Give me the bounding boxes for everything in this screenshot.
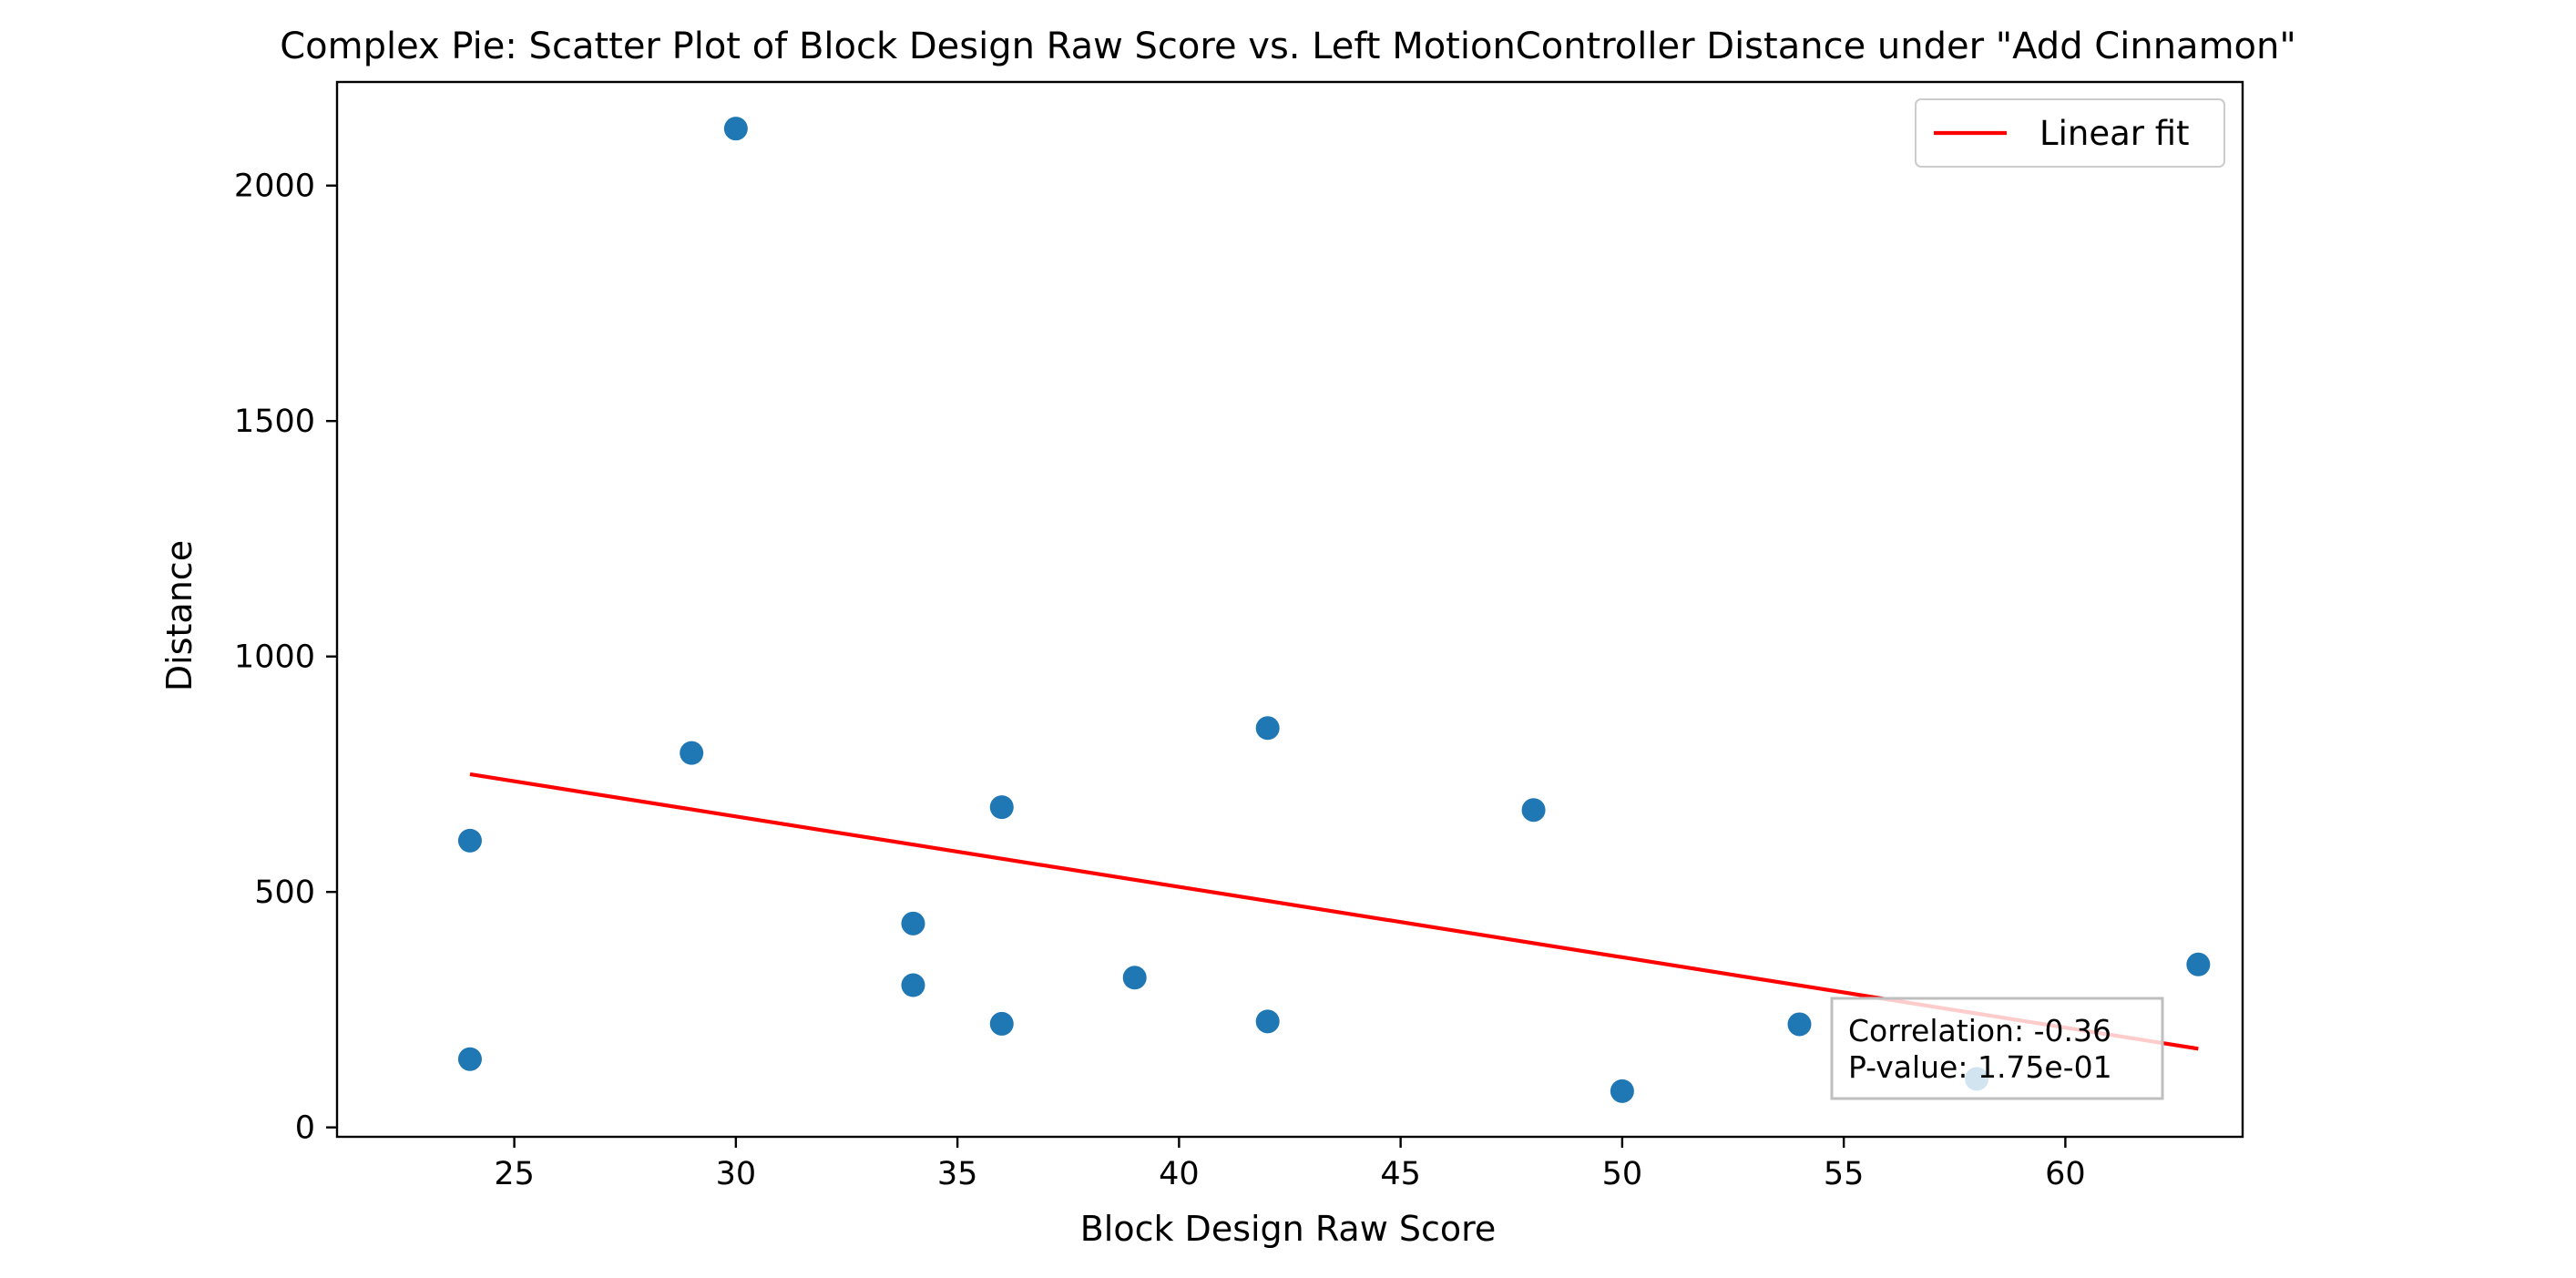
x-tick-label-3: 40 (1159, 1156, 1200, 1192)
chart-title: Complex Pie: Scatter Plot of Block Desig… (280, 26, 2296, 67)
scatter-point-2 (680, 741, 704, 765)
x-tick-label-2: 35 (937, 1156, 978, 1192)
x-tick-label-1: 30 (716, 1156, 757, 1192)
x-tick-label-6: 55 (1824, 1156, 1865, 1192)
y-tick-label-1: 500 (254, 874, 315, 911)
legend-box (1915, 98, 2225, 168)
scatter-point-10 (1255, 1009, 1280, 1034)
scatter-point-13 (1787, 1012, 1812, 1037)
scatter-point-11 (1521, 798, 1546, 823)
scatter-point-3 (723, 117, 748, 141)
x-tick-label-5: 50 (1602, 1156, 1643, 1192)
scatter-point-0 (457, 828, 482, 853)
correlation-text: Correlation: -0.36 (1848, 1013, 2111, 1048)
p-value-text: P-value: 1.75e-01 (1848, 1049, 2112, 1085)
x-tick-label-7: 60 (2045, 1156, 2086, 1192)
x-tick-label-0: 25 (494, 1156, 535, 1192)
x-tick-label-4: 45 (1380, 1156, 1421, 1192)
scatter-point-6 (989, 795, 1014, 820)
scatter-point-15 (2186, 952, 2211, 976)
y-tick-label-3: 1500 (234, 404, 315, 440)
legend-label-linear-fit: Linear fit (2039, 114, 2190, 153)
legend: Linear fit (1915, 98, 2225, 168)
axes-frame (335, 80, 2244, 1139)
axes: 25 30 35 40 45 50 55 60 0 500 1000 1500 2000 Linear f… (234, 80, 2244, 1192)
y-axis-label: Distance (159, 540, 199, 691)
stats-annotation-box (1830, 997, 2164, 1100)
scatter-point-12 (1610, 1079, 1634, 1103)
scatter-point-7 (989, 1011, 1014, 1036)
x-axis-label: Block Design Raw Score (1080, 1209, 1497, 1249)
y-tick-label-2: 1000 (234, 639, 315, 676)
scatter-point-4 (901, 911, 925, 935)
scatter-point-1 (457, 1047, 482, 1071)
scatter-point-9 (1255, 716, 1280, 741)
scatter-point-8 (1122, 966, 1147, 990)
y-tick-label-4: 2000 (234, 169, 315, 205)
stats-annotation: Correlation: -0.36P-value: 1.75e-01 (1830, 997, 2164, 1100)
scatter-point-5 (901, 973, 925, 997)
y-tick-label-0: 0 (295, 1110, 315, 1147)
